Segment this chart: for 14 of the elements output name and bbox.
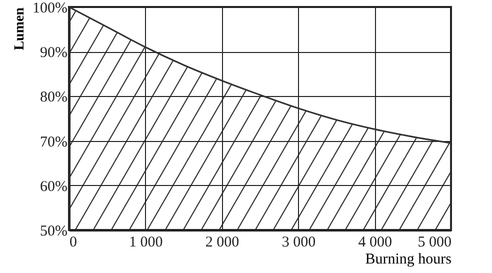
x-axis-title: Burning hours bbox=[365, 252, 452, 268]
x-tick-label: 2 000 bbox=[205, 234, 240, 250]
y-tick-label: 70% bbox=[40, 134, 68, 150]
y-tick-label: 80% bbox=[40, 90, 68, 106]
x-tick-label: 3 000 bbox=[282, 234, 316, 250]
x-tick-label: 4 000 bbox=[358, 234, 392, 250]
y-tick-label: 60% bbox=[40, 178, 68, 195]
x-tick-label: 5 000 bbox=[418, 234, 452, 250]
y-tick-label: 50% bbox=[40, 224, 68, 240]
y-tick-label: 100% bbox=[32, 0, 68, 16]
x-tick-label: 0 bbox=[70, 234, 77, 250]
y-tick-label: 90% bbox=[40, 45, 68, 62]
y-axis-title: Lumen bbox=[12, 7, 28, 50]
x-tick-label: 1 000 bbox=[129, 234, 163, 250]
